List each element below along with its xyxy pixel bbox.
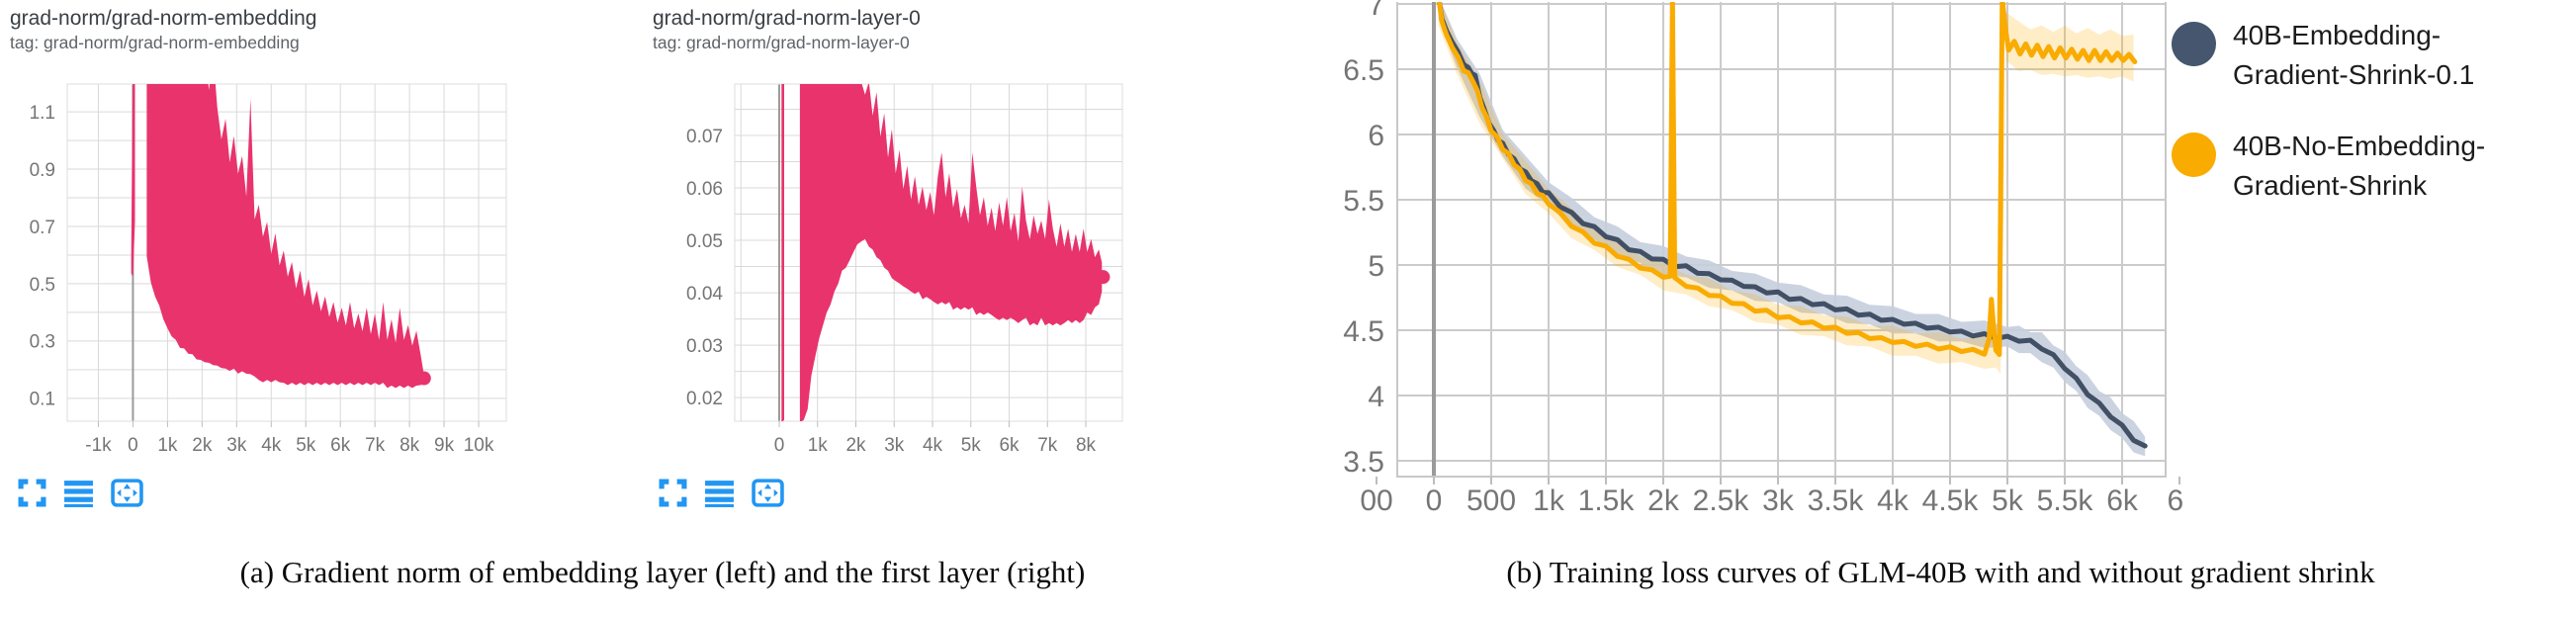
svg-text:2k: 2k [192,435,213,456]
chart-embedding-toolbar [18,479,143,507]
svg-text:0.05: 0.05 [686,231,723,252]
chart-layer0-tag: tag: grad-norm/grad-norm-layer-0 [653,33,910,52]
svg-text:3k: 3k [884,435,905,456]
svg-text:2k: 2k [1647,485,1680,517]
fullscreen-icon[interactable] [659,479,687,507]
svg-text:6: 6 [1368,120,1384,152]
svg-text:4: 4 [1368,381,1384,413]
svg-text:5.5k: 5.5k [2037,485,2094,517]
svg-text:5: 5 [1368,250,1384,283]
caption-a: (a) Gradient norm of embedding layer (le… [239,555,1086,589]
svg-text:0.02: 0.02 [686,389,723,409]
svg-text:2.5k: 2.5k [1693,485,1750,517]
svg-text:7k: 7k [1037,435,1058,456]
legend-item-embedding-shrink[interactable]: 40B-Embedding- Gradient-Shrink-0.1 [2172,16,2485,95]
legend-dot-navy [2172,22,2216,66]
svg-text:8k: 8k [1076,435,1097,456]
svg-text:6k: 6k [2106,485,2139,517]
svg-text:8k: 8k [400,435,420,456]
svg-text:0.1: 0.1 [30,390,55,410]
svg-text:0: 0 [774,435,785,456]
fit-data-icon[interactable] [111,479,143,507]
svg-text:3.5: 3.5 [1343,446,1384,479]
svg-text:6.5: 6.5 [1343,54,1384,87]
svg-text:0.9: 0.9 [30,160,55,181]
svg-text:5k: 5k [1992,485,2024,517]
fit-data-icon[interactable] [752,479,784,507]
svg-text:3.5k: 3.5k [1808,485,1865,517]
training-loss-chart[interactable]: 0005001k1.5k2k2.5k3k3.5k4k4.5k5k5.5k6k6.… [1315,0,2185,524]
svg-text:4k: 4k [1877,485,1910,517]
legend-item-no-embedding-shrink[interactable]: 40B-No-Embedding- Gradient-Shrink [2172,127,2485,206]
chart-layer0-title: grad-norm/grad-norm-layer-0 [653,7,921,30]
chart-embedding-title: grad-norm/grad-norm-embedding [10,7,317,30]
svg-text:6k: 6k [999,435,1020,456]
fullscreen-icon[interactable] [18,479,46,507]
svg-text:6k: 6k [330,435,351,456]
caption-b: (b) Training loss curves of GLM-40B with… [1506,555,2375,589]
series-list-icon[interactable] [63,479,94,507]
chart-embedding-title-block: grad-norm/grad-norm-embedding tag: grad-… [10,6,316,53]
legend-label: 40B-No-Embedding- Gradient-Shrink [2233,131,2486,201]
svg-text:1.1: 1.1 [30,103,55,124]
legend: 40B-Embedding- Gradient-Shrink-0.1 40B-N… [2172,16,2485,237]
svg-text:0.3: 0.3 [30,332,55,353]
svg-text:0.5: 0.5 [30,275,55,296]
svg-text:00: 00 [1360,485,1392,517]
svg-text:10k: 10k [464,435,494,456]
svg-text:7k: 7k [365,435,386,456]
chart-layer0-title-block: grad-norm/grad-norm-layer-0 tag: grad-no… [653,6,921,53]
svg-text:0.04: 0.04 [686,284,723,305]
svg-text:6.: 6. [2168,485,2185,517]
svg-text:7: 7 [1368,0,1384,22]
svg-text:0.7: 0.7 [30,218,55,238]
chart-embedding-tag: tag: grad-norm/grad-norm-embedding [10,33,300,52]
svg-text:500: 500 [1466,485,1516,517]
grad-norm-layer-0-chart[interactable]: 0 1k 2k 3k 4k 5k 6k 7k 8k 0.07 0.06 0.05 0.04 0.03 0.0… [643,69,1325,471]
svg-text:4.5k: 4.5k [1922,485,1980,517]
svg-text:2k: 2k [845,435,866,456]
svg-text:4k: 4k [261,435,282,456]
series-list-icon[interactable] [704,479,735,507]
svg-text:1k: 1k [1533,485,1565,517]
svg-text:5k: 5k [961,435,982,456]
svg-text:1.5k: 1.5k [1578,485,1636,517]
svg-text:0.07: 0.07 [686,127,723,147]
legend-label: 40B-Embedding- Gradient-Shrink-0.1 [2233,20,2475,90]
svg-text:0: 0 [128,435,138,456]
grad-norm-embedding-chart[interactable]: -1k 0 1k 2k 3k 4k 5k 6k 7k 8k 9k 10k 1.1 0.9 0.7 0.5 0.3… [0,69,643,471]
svg-text:3k: 3k [226,435,247,456]
chart-layer0-toolbar [659,479,784,507]
legend-dot-orange [2172,132,2216,177]
svg-text:4k: 4k [923,435,943,456]
svg-text:0.06: 0.06 [686,179,723,200]
svg-text:1k: 1k [157,435,178,456]
svg-text:-1k: -1k [85,435,112,456]
svg-text:5.5: 5.5 [1343,185,1384,218]
svg-text:0: 0 [1426,485,1443,517]
svg-text:1k: 1k [808,435,829,456]
svg-text:0.03: 0.03 [686,336,723,357]
svg-text:5k: 5k [296,435,316,456]
svg-text:4.5: 4.5 [1343,315,1384,348]
svg-text:3k: 3k [1762,485,1795,517]
svg-text:9k: 9k [434,435,455,456]
